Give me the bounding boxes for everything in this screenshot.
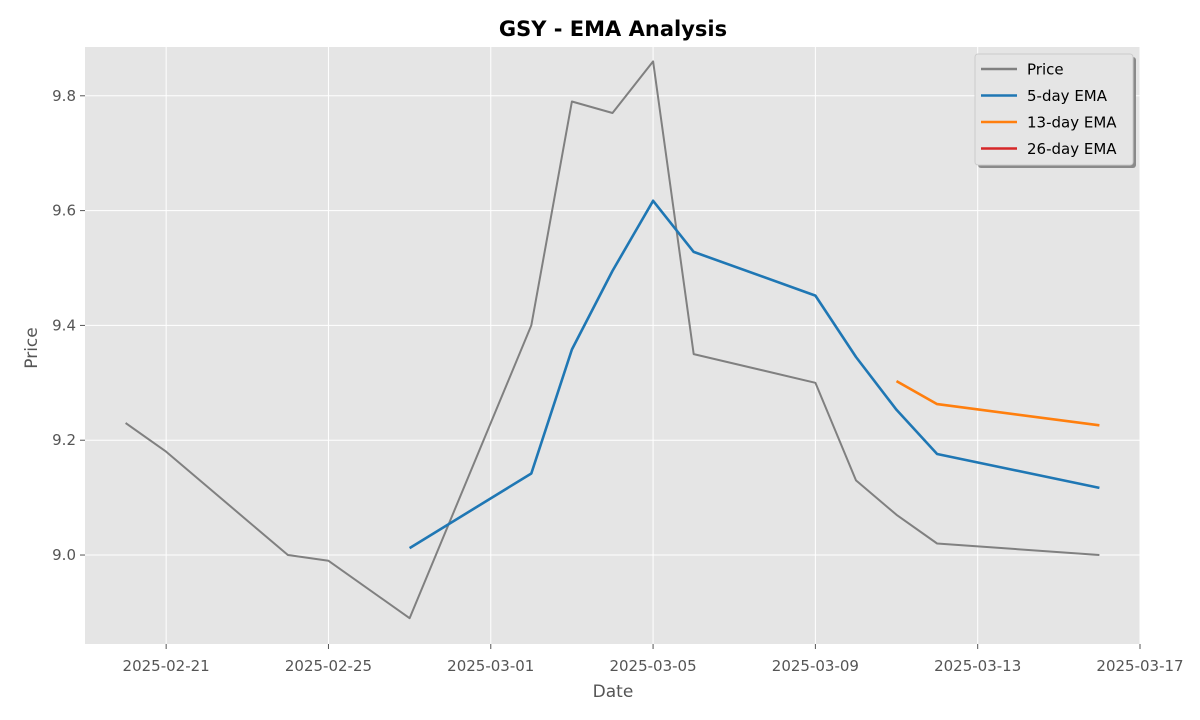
y-tick-label: 9.4 <box>52 316 76 334</box>
x-tick-label: 2025-03-01 <box>447 657 534 675</box>
x-tick-label: 2025-03-17 <box>1096 657 1183 675</box>
x-axis-ticks: 2025-02-21 2025-02-25 2025-03-01 2025-03-05… <box>123 644 1184 675</box>
x-tick-label: 2025-02-21 <box>123 657 210 675</box>
series-line-5-day-ema <box>408 199 1100 550</box>
series-line-13-day-ema <box>895 379 1100 427</box>
legend-label: 13-day EMA <box>1027 114 1117 132</box>
series-lines <box>125 60 1100 620</box>
x-tick-label: 2025-03-05 <box>609 657 696 675</box>
grid-lines <box>85 47 1141 644</box>
x-tick-label: 2025-02-25 <box>285 657 372 675</box>
y-axis-ticks: 9.0 9.2 9.4 9.6 9.8 <box>52 87 85 564</box>
legend-box <box>974 53 1134 166</box>
y-tick-label: 9.8 <box>52 87 76 105</box>
x-tick-label: 2025-03-13 <box>934 657 1021 675</box>
x-tick-label: 2025-03-09 <box>772 657 859 675</box>
legend: Price 5-day EMA 13-day EMA 26-day EMA <box>974 53 1136 168</box>
y-tick-label: 9.0 <box>52 546 76 564</box>
legend-label: 26-day EMA <box>1027 140 1117 158</box>
legend-label: Price <box>1027 61 1064 79</box>
y-tick-label: 9.2 <box>52 431 76 449</box>
legend-label: 5-day EMA <box>1027 87 1108 105</box>
chart-title: GSY - EMA Analysis <box>499 17 727 41</box>
x-axis-label: Date <box>593 682 634 702</box>
y-axis-label: Price <box>22 327 42 368</box>
y-tick-label: 9.6 <box>52 202 76 220</box>
series-line-price <box>125 60 1100 620</box>
